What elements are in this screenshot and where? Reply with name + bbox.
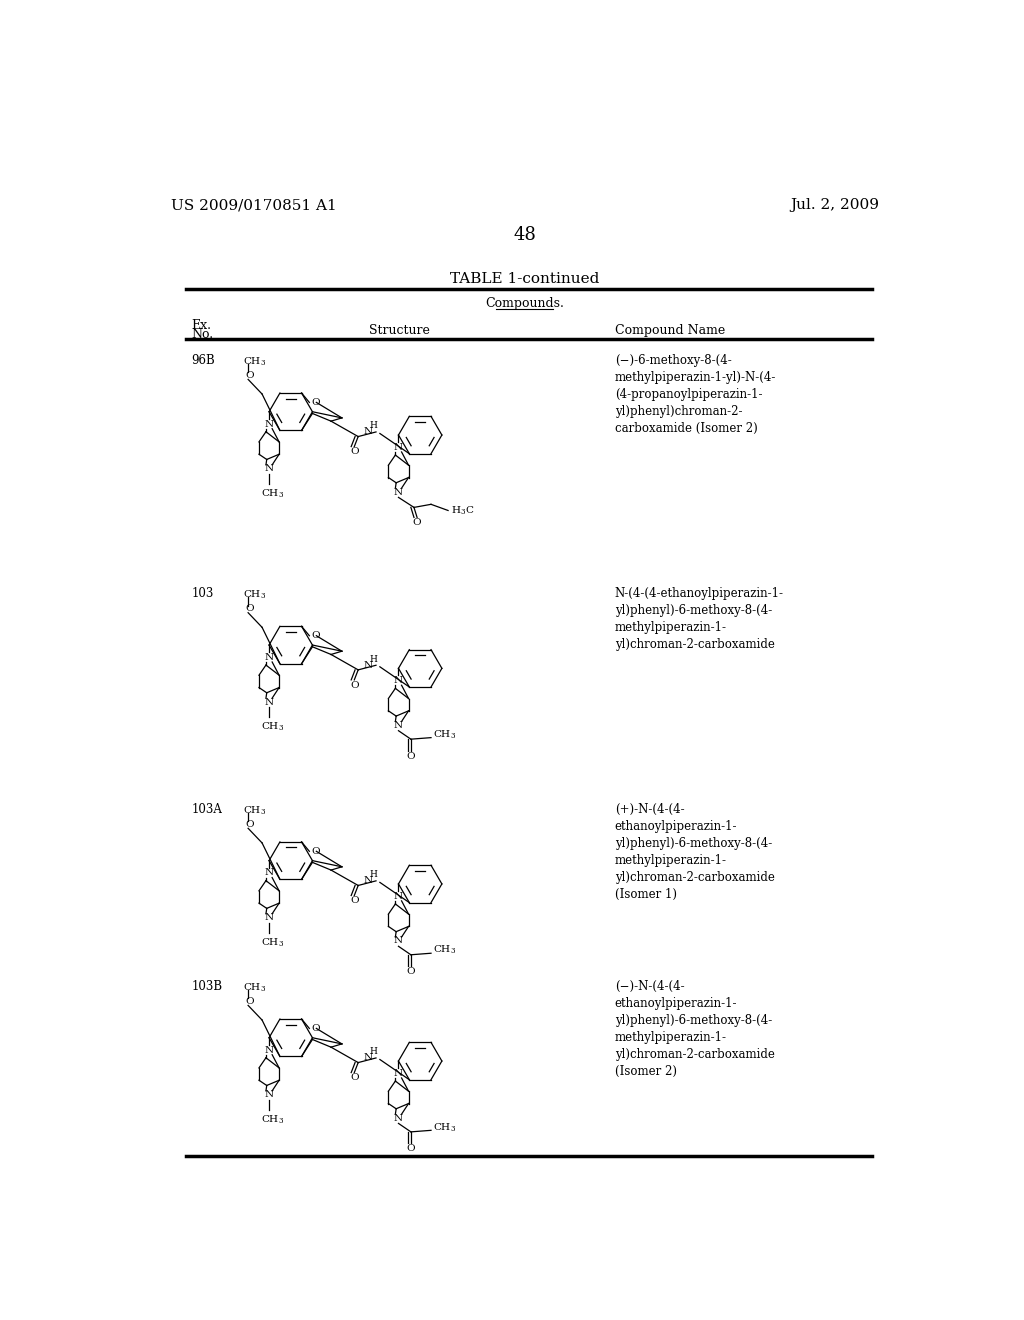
- Text: N: N: [264, 1045, 273, 1055]
- Text: O: O: [413, 519, 422, 527]
- Text: N: N: [394, 721, 403, 730]
- Text: O: O: [350, 681, 358, 690]
- Text: H: H: [370, 421, 378, 430]
- Text: N: N: [264, 420, 273, 429]
- Text: N: N: [394, 1069, 403, 1078]
- Text: N: N: [264, 1090, 273, 1100]
- Text: O: O: [311, 631, 319, 640]
- Text: $\mathregular{CH_3}$: $\mathregular{CH_3}$: [244, 355, 266, 368]
- Text: $\mathregular{CH_3}$: $\mathregular{CH_3}$: [432, 729, 456, 741]
- Text: N: N: [264, 653, 273, 661]
- Text: O: O: [311, 1024, 319, 1034]
- Text: Jul. 2, 2009: Jul. 2, 2009: [790, 198, 879, 213]
- Text: N: N: [394, 487, 403, 496]
- Text: N: N: [394, 936, 403, 945]
- Text: O: O: [245, 997, 254, 1006]
- Text: N: N: [364, 876, 373, 886]
- Text: TABLE 1-continued: TABLE 1-continued: [451, 272, 599, 286]
- Text: $\mathregular{CH_3}$: $\mathregular{CH_3}$: [432, 1121, 456, 1134]
- Text: O: O: [245, 605, 254, 614]
- Text: (−)-6-methoxy-8-(4-
methylpiperazin-1-yl)-N-(4-
(4-propanoylpiperazin-1-
yl)phen: (−)-6-methoxy-8-(4- methylpiperazin-1-yl…: [614, 354, 776, 436]
- Text: N: N: [264, 913, 273, 923]
- Text: US 2009/0170851 A1: US 2009/0170851 A1: [171, 198, 336, 213]
- Text: (+)-N-(4-(4-
ethanoylpiperazin-1-
yl)phenyl)-6-methoxy-8-(4-
methylpiperazin-1-
: (+)-N-(4-(4- ethanoylpiperazin-1- yl)phe…: [614, 803, 774, 900]
- Text: Compounds.: Compounds.: [485, 297, 564, 310]
- Text: N: N: [394, 442, 403, 451]
- Text: $\mathregular{CH_3}$: $\mathregular{CH_3}$: [261, 487, 285, 500]
- Text: Compound Name: Compound Name: [614, 323, 725, 337]
- Text: 48: 48: [513, 226, 537, 244]
- Text: N: N: [364, 661, 373, 669]
- Text: O: O: [350, 447, 358, 457]
- Text: $\mathregular{CH_3}$: $\mathregular{CH_3}$: [244, 589, 266, 602]
- Text: N: N: [394, 676, 403, 685]
- Text: O: O: [311, 397, 319, 407]
- Text: H: H: [370, 655, 378, 664]
- Text: 96B: 96B: [191, 354, 215, 367]
- Text: N: N: [394, 892, 403, 900]
- Text: 103: 103: [191, 587, 214, 601]
- Text: O: O: [350, 896, 358, 906]
- Text: N: N: [364, 428, 373, 437]
- Text: $\mathregular{CH_3}$: $\mathregular{CH_3}$: [244, 804, 266, 817]
- Text: $\mathregular{H_3C}$: $\mathregular{H_3C}$: [452, 504, 474, 516]
- Text: O: O: [407, 1144, 415, 1154]
- Text: N: N: [264, 869, 273, 878]
- Text: N: N: [264, 465, 273, 473]
- Text: (−)-N-(4-(4-
ethanoylpiperazin-1-
yl)phenyl)-6-methoxy-8-(4-
methylpiperazin-1-
: (−)-N-(4-(4- ethanoylpiperazin-1- yl)phe…: [614, 979, 774, 1078]
- Text: N: N: [264, 697, 273, 706]
- Text: 103A: 103A: [191, 803, 222, 816]
- Text: $\mathregular{CH_3}$: $\mathregular{CH_3}$: [432, 944, 456, 957]
- Text: $\mathregular{CH_3}$: $\mathregular{CH_3}$: [244, 982, 266, 994]
- Text: O: O: [407, 751, 415, 760]
- Text: $\mathregular{CH_3}$: $\mathregular{CH_3}$: [261, 721, 285, 733]
- Text: N-(4-(4-ethanoylpiperazin-1-
yl)phenyl)-6-methoxy-8-(4-
methylpiperazin-1-
yl)ch: N-(4-(4-ethanoylpiperazin-1- yl)phenyl)-…: [614, 587, 783, 651]
- Text: $\mathregular{CH_3}$: $\mathregular{CH_3}$: [261, 936, 285, 949]
- Text: N: N: [364, 1053, 373, 1063]
- Text: O: O: [350, 1073, 358, 1082]
- Text: 103B: 103B: [191, 979, 222, 993]
- Text: O: O: [311, 847, 319, 855]
- Text: No.: No.: [191, 327, 214, 341]
- Text: H: H: [370, 1047, 378, 1056]
- Text: N: N: [394, 1114, 403, 1122]
- Text: H: H: [370, 870, 378, 879]
- Text: Structure: Structure: [369, 323, 430, 337]
- Text: O: O: [407, 968, 415, 977]
- Text: Ex.: Ex.: [191, 318, 212, 331]
- Text: O: O: [245, 820, 254, 829]
- Text: $\mathregular{CH_3}$: $\mathregular{CH_3}$: [261, 1113, 285, 1126]
- Text: O: O: [245, 371, 254, 380]
